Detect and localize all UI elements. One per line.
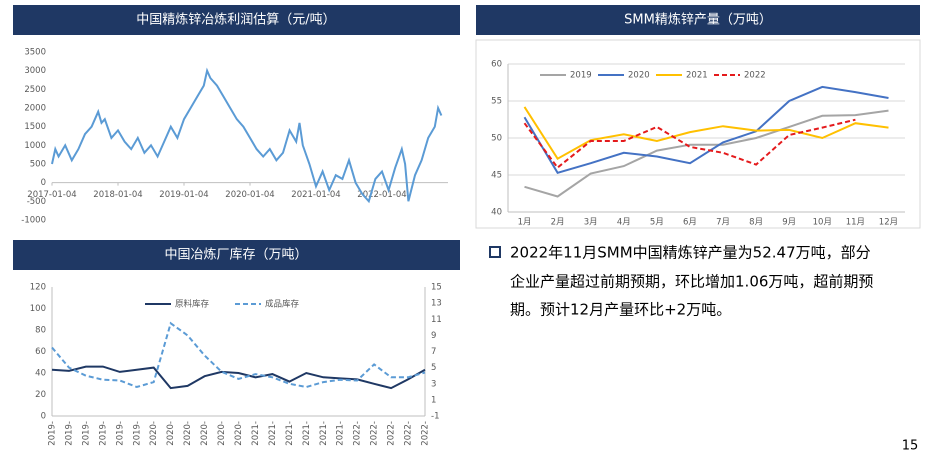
series-line (523, 106, 889, 161)
x-tick-label: 2019- (48, 421, 58, 446)
x-tick-label: 2022- (353, 421, 363, 446)
y2-tick-label: 3 (431, 379, 436, 389)
y2-tick-label: 1 (431, 395, 436, 405)
y-tick-label: 60 (35, 347, 46, 357)
y-tick-label: 1000 (24, 141, 46, 151)
y2-tick-label: 9 (431, 331, 436, 341)
chart-title: 中国精炼锌冶炼利润估算（元/吨） (136, 13, 335, 28)
x-tick-label: 2020- (234, 421, 244, 446)
y-tick-label: 3500 (24, 48, 46, 58)
series-line (524, 109, 889, 198)
y-tick-label: 50 (491, 134, 502, 144)
x-tick-label: 2019-01-04 (159, 190, 208, 200)
x-tick-label: 7月 (716, 218, 730, 228)
x-tick-label: 2月 (551, 218, 565, 228)
y2-tick-label: 5 (431, 363, 436, 373)
x-tick-label: 2021- (285, 421, 295, 446)
y2-tick-label: -1 (431, 412, 439, 422)
x-tick-label: 2020- (200, 421, 210, 446)
y-tick-label: 80 (35, 326, 46, 336)
x-tick-label: 2021- (302, 421, 312, 446)
x-tick-label: 9月 (782, 218, 796, 228)
y-tick-label: 120 (30, 283, 46, 293)
x-tick-label: 2021-01-04 (291, 190, 340, 200)
y2-tick-label: 13 (431, 299, 442, 309)
x-tick-label: 4月 (617, 218, 631, 228)
y-tick-label: -500 (27, 197, 46, 207)
x-tick-label: 12月 (879, 218, 898, 228)
y-tick-label: 20 (35, 390, 46, 400)
header-bar (13, 240, 460, 270)
y-tick-label: 40 (491, 208, 502, 218)
x-tick-label: 10月 (813, 218, 832, 228)
y-tick-label: 2000 (24, 104, 46, 114)
legend-label: 2021 (686, 71, 708, 81)
legend-label: 2022 (744, 71, 766, 81)
note-text: 期。预计12月产量环比+2万吨。 (510, 301, 731, 319)
header-bar (13, 5, 460, 35)
legend-label: 成品库存 (265, 299, 300, 310)
x-tick-label: 2020- (149, 421, 159, 446)
y2-tick-label: 15 (431, 283, 442, 293)
line (51, 67, 443, 204)
x-tick-label: 2019- (98, 421, 108, 446)
y-tick-label: 3000 (24, 66, 46, 76)
y2-tick-label: 7 (431, 347, 436, 357)
y-tick-label: 0 (41, 178, 46, 188)
x-tick-label: 3月 (584, 218, 598, 228)
x-tick-label: 2018-01-04 (93, 190, 142, 200)
y-tick-label: 55 (491, 97, 502, 107)
x-tick-label: 2021- (268, 421, 278, 446)
legend-label: 2019 (570, 71, 592, 81)
series-line (523, 118, 856, 170)
page-number: 15 (902, 439, 919, 451)
x-tick-label: 2022-01-04 (357, 190, 406, 200)
chart-frame (475, 39, 921, 229)
series-line (51, 365, 426, 390)
legend-label: 原料库存 (175, 299, 210, 310)
bullet (489, 246, 501, 258)
y-tick-label: -1000 (21, 216, 46, 226)
chart-title: SMM精炼锌产量（万吨） (624, 13, 772, 28)
y-tick-label: 1500 (24, 122, 46, 132)
x-tick-label: 2021- (336, 421, 346, 446)
x-tick-label: 2022- (387, 421, 397, 446)
y-tick-label: 0 (41, 412, 46, 422)
legend-label: 2020 (628, 71, 650, 81)
y-tick-label: 100 (30, 304, 46, 314)
x-tick-label: 2019- (132, 421, 142, 446)
x-tick-label: 8月 (749, 218, 763, 228)
y-tick-label: 2500 (24, 85, 46, 95)
chart-title: 中国冶炼厂库存（万吨） (164, 247, 307, 263)
x-tick-label: 2021- (319, 421, 329, 446)
y2-tick-label: 11 (431, 315, 442, 325)
y-tick-label: 40 (35, 369, 46, 379)
x-tick-label: 2019- (115, 421, 125, 446)
x-tick-label: 5月 (650, 218, 664, 228)
x-tick-label: 2020-01-04 (225, 190, 274, 200)
x-tick-label: 1月 (518, 218, 532, 228)
x-tick-label: 11月 (846, 218, 865, 228)
series-line (523, 85, 889, 174)
note-text: 企业产量超过前期预期，环比增加1.06万吨，超前期预 (510, 273, 873, 291)
x-tick-label: 2019- (64, 421, 74, 446)
x-tick-label: 2022- (370, 421, 380, 446)
x-tick-label: 2017-01-04 (27, 190, 76, 200)
x-tick-label: 2020- (183, 421, 193, 446)
header-bar (476, 5, 920, 35)
x-tick-label: 2020- (217, 421, 227, 446)
x-tick-label: 2022- (421, 421, 431, 446)
y-tick-label: 60 (491, 60, 502, 70)
x-tick-label: 6月 (683, 218, 697, 228)
x-tick-label: 2022- (404, 421, 414, 446)
y-tick-label: 45 (491, 171, 502, 181)
note-text: 2022年11月SMM中国精炼锌产量为52.47万吨，部分 (510, 244, 871, 262)
x-tick-label: 2020- (166, 421, 176, 446)
series-line (51, 321, 426, 389)
x-tick-label: 2021- (251, 421, 261, 446)
x-tick-label: 2019- (81, 421, 91, 446)
y-tick-label: 500 (30, 160, 46, 170)
